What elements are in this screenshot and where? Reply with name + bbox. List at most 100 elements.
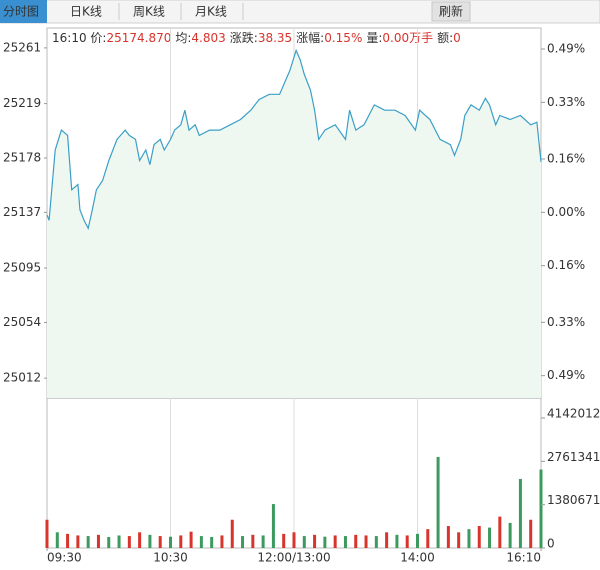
y2-tick-label: 0.33% [547,315,585,329]
tab-label: 分时图 [3,5,39,19]
y2-tick-label: 0.49% [547,368,585,382]
volume-bar [199,536,203,548]
info-label: 量: [366,31,382,45]
volume-bar [302,536,306,548]
price-line [46,48,542,231]
info-label: 均: [175,31,191,45]
x-tick-label: 14:00 [400,551,435,565]
tab-label: 日K线 [70,5,102,19]
volume-bar [498,516,502,548]
y-tick-label: 25137 [3,205,41,219]
info-line: 16:10 价:25174.870 均:4.803 涨跌:38.35 涨幅:0.15%… [52,30,461,45]
x-tick-label: 10:30 [153,551,188,565]
tab-label: 月K线 [195,5,227,19]
volume-bar [261,535,265,548]
volume-bar [251,534,255,548]
volume-bar [446,526,450,548]
volume-bar [333,535,337,548]
volume-bar [385,532,389,548]
y2-tick-label: 0.33% [547,95,585,109]
volume-bar [313,534,317,548]
volume-bar [529,519,533,548]
volume-bar [117,535,121,548]
info-value: 0.00万手 [382,31,433,45]
y-tick-label: 25054 [3,315,41,329]
volume-bar [374,536,378,548]
volume-bar [220,535,224,548]
volume-bar [66,533,70,548]
volume-tick-label: 2761341 [547,450,600,464]
info-value: 0.15% [324,31,362,45]
tab[interactable]: 周K线 [133,3,182,20]
y-tick-label: 25219 [3,96,41,110]
volume-bar [230,519,234,548]
tab[interactable]: 分时图 [0,0,47,23]
volume-bar [323,536,327,548]
volume-bar [76,535,80,548]
volume-bar [241,536,245,548]
volume-bar [416,533,419,548]
tab[interactable]: 月K线 [195,3,244,20]
y2-tick-label: 0.49% [547,42,585,56]
y2-tick-label: 0.00% [547,205,585,219]
info-label: 涨跌: [230,30,258,45]
volume-bar [210,537,214,548]
tab-bg [0,0,47,23]
y2-tick-label: 0.16% [547,152,585,166]
volume-bar [127,536,131,548]
tab-label: 周K线 [133,5,165,19]
info-value: 38.35 [258,31,292,45]
volume-tick-label: 0 [547,537,555,551]
x-tick-label: 12:00/13:00 [257,551,330,565]
y-tick-label: 25178 [3,150,41,164]
volume-bar [426,529,430,548]
refresh-bg [431,1,471,22]
volume-bar [96,534,100,548]
volume-bar [282,533,286,548]
volume-bar [467,529,471,548]
volume-bar [436,456,440,548]
price-area [47,50,541,398]
volume-bar [148,534,152,548]
info-value: 4.803 [191,31,225,45]
info-label: 额: [437,31,453,45]
volume-bar [45,519,49,548]
volume-bar [539,469,543,548]
volume-bar [271,504,275,548]
volume-bar [354,534,358,548]
volume-bar [457,532,461,548]
y-tick-label: 25095 [3,261,41,275]
volume-bar [405,535,409,548]
x-tick-label: 09:30 [47,551,82,565]
volume-bar [169,536,172,548]
volume-bar [55,532,59,548]
volume-bar [364,535,368,548]
refresh-label: 刷新 [439,4,463,19]
volume-bar [477,526,481,548]
y-tick-label: 25261 [3,40,41,54]
volume-bar [343,536,347,548]
volume-bar [508,522,512,548]
volume-bar [292,532,296,548]
y-tick-label: 25012 [3,371,41,385]
y2-tick-label: 0.16% [547,258,585,272]
volume-bar [518,478,522,548]
info-label: 16:10 价: [52,31,106,45]
info-value: 0 [453,31,461,45]
volume-bar [86,536,90,548]
volume-bar [488,527,492,548]
volume-bar [179,535,183,548]
refresh-button[interactable]: 刷新 [431,1,471,22]
volume-bar [158,536,162,548]
volume-bar [138,532,142,548]
info-label: 涨幅: [296,30,324,45]
info-value: 25174.870 [106,31,171,45]
x-tick-label: 16:10 [506,551,541,565]
tab[interactable]: 日K线 [70,3,120,20]
volume-tick-label: 4142012 [547,407,600,421]
volume-bar [395,534,399,548]
volume-bar [107,537,111,548]
volume-bar [189,531,193,548]
volume-tick-label: 1380671 [547,493,600,507]
